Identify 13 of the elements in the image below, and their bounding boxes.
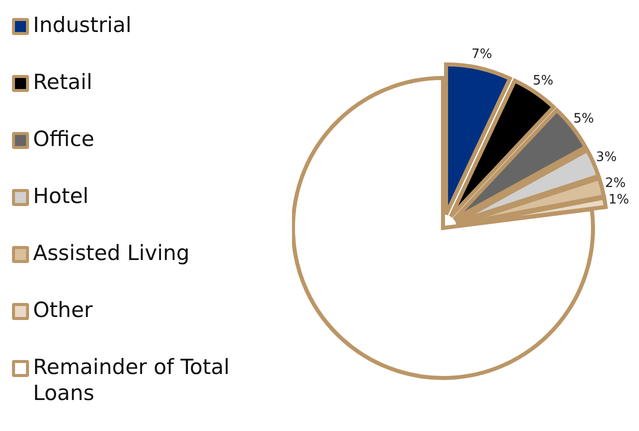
legend-label: Office [33,126,94,152]
legend-label: Remainder of Total Loans [33,354,231,406]
legend-label: Assisted Living [33,240,190,266]
data-label: 1% [608,192,630,208]
legend-label: Retail [33,69,92,95]
legend-label: Other [33,297,93,323]
data-label: 7% [472,46,492,62]
legend-label: Industrial [33,12,132,38]
data-label: 2% [605,176,626,192]
legend-label: Hotel [33,183,89,209]
data-label: 5% [532,73,554,88]
data-label: 3% [596,150,617,165]
data-label: 5% [573,111,594,126]
